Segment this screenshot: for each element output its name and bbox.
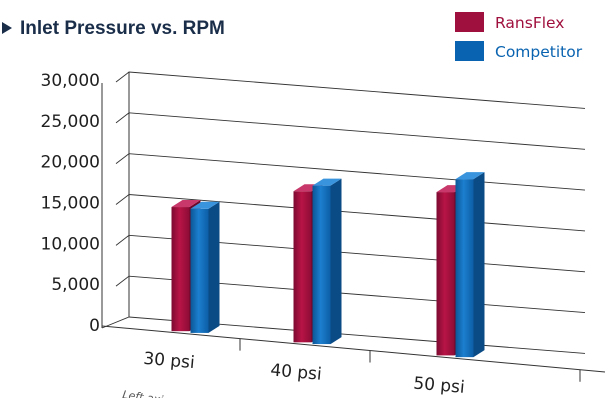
y-tick-label: 10,000: [41, 234, 100, 254]
x-category-label: 40 psi: [270, 360, 323, 384]
axis-footnote: Left axis: [122, 388, 170, 398]
y-tick-label: 30,000: [41, 71, 100, 91]
y-tick-label: 25,000: [41, 112, 100, 132]
gridline: [115, 71, 586, 109]
y-tick-label: 5,000: [51, 275, 100, 295]
y-tick-label: 15,000: [41, 194, 100, 214]
axes: [101, 72, 606, 382]
gridline: [115, 112, 586, 150]
legend-label-ransflex: RansFlex: [495, 14, 565, 32]
bar-ransflex: [293, 191, 312, 343]
bars: [171, 172, 485, 358]
legend: RansFlex Competitor: [455, 12, 583, 61]
y-tick-label: 0: [89, 316, 100, 336]
legend-swatch-competitor: [455, 41, 484, 61]
bar-competitor-side: [208, 201, 220, 333]
bar-competitor-side: [473, 172, 485, 358]
y-axis-ticks: 0 5,000 10,000 15,000 20,000 25,000 30,000: [41, 71, 100, 336]
legend-label-competitor: Competitor: [495, 43, 583, 61]
x-axis-categories: 30 psi 40 psi 50 psi: [143, 349, 466, 398]
bar-competitor-top: [190, 201, 220, 209]
bar-competitor: [190, 208, 209, 333]
legend-swatch-ransflex: [455, 12, 484, 32]
bar-competitor: [312, 185, 331, 345]
bar-competitor-side: [330, 178, 342, 345]
x-axis-floor-line: [101, 325, 606, 373]
bar-competitor-top: [455, 172, 485, 180]
y-tick-label: 20,000: [41, 153, 100, 173]
bar-ransflex-top: [171, 200, 201, 208]
bar-competitor: [455, 179, 474, 358]
x-category-label: 50 psi: [413, 373, 466, 397]
x-category-label: 30 psi: [143, 349, 196, 373]
title-arrow-icon: [2, 22, 12, 34]
chart-title: Inlet Pressure vs. RPM: [20, 18, 225, 39]
bar-ransflex: [171, 207, 190, 332]
gridline: [115, 153, 586, 191]
bar-competitor-top: [312, 178, 342, 186]
bar-ransflex: [436, 192, 455, 356]
